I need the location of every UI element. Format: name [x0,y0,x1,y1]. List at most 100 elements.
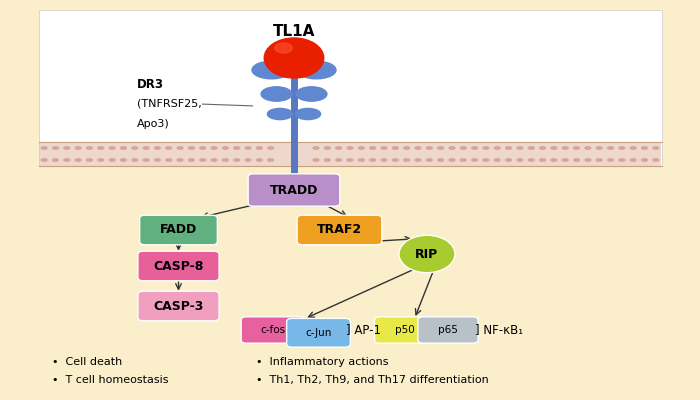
Ellipse shape [585,147,591,149]
Ellipse shape [449,147,455,149]
Ellipse shape [295,108,321,120]
Text: p65: p65 [438,325,458,335]
Ellipse shape [211,159,217,161]
FancyBboxPatch shape [374,317,435,343]
Ellipse shape [358,159,364,161]
Ellipse shape [438,147,444,149]
Ellipse shape [347,159,353,161]
Ellipse shape [347,147,353,149]
Text: TL1A: TL1A [273,24,315,40]
Ellipse shape [64,147,70,149]
Ellipse shape [297,61,336,79]
Ellipse shape [494,159,500,161]
Ellipse shape [132,159,138,161]
Ellipse shape [415,159,421,161]
Ellipse shape [461,159,466,161]
Ellipse shape [381,147,387,149]
FancyBboxPatch shape [138,251,219,281]
Ellipse shape [41,147,47,149]
Text: p50: p50 [395,325,414,335]
Ellipse shape [120,147,127,149]
Ellipse shape [630,159,636,161]
Ellipse shape [223,147,228,149]
Ellipse shape [87,147,92,149]
Ellipse shape [449,159,455,161]
Ellipse shape [381,159,387,161]
Ellipse shape [336,147,342,149]
Ellipse shape [268,147,274,149]
Text: FADD: FADD [160,224,197,236]
Ellipse shape [98,147,104,149]
Ellipse shape [267,108,293,120]
Ellipse shape [619,159,625,161]
Text: (TNFRSF25,: (TNFRSF25, [136,99,202,109]
Ellipse shape [296,87,327,101]
Ellipse shape [528,147,534,149]
Ellipse shape [313,159,319,161]
FancyBboxPatch shape [297,215,382,245]
Ellipse shape [98,159,104,161]
Ellipse shape [404,159,410,161]
Ellipse shape [245,159,251,161]
Ellipse shape [199,159,206,161]
Ellipse shape [505,147,512,149]
Ellipse shape [75,147,81,149]
Ellipse shape [494,147,500,149]
Text: c-Jun: c-Jun [305,328,332,338]
Text: CASP-3: CASP-3 [153,300,204,312]
Ellipse shape [223,159,228,161]
Ellipse shape [540,159,545,161]
Text: ] NF-κB₁: ] NF-κB₁ [475,324,523,336]
Text: •  Inflammatory actions: • Inflammatory actions [256,357,388,367]
Ellipse shape [177,159,183,161]
Ellipse shape [562,147,568,149]
Ellipse shape [551,159,556,161]
FancyBboxPatch shape [287,318,351,347]
Ellipse shape [596,147,602,149]
Ellipse shape [562,159,568,161]
Bar [38,142,661,166]
Ellipse shape [144,159,149,161]
Ellipse shape [52,159,58,161]
FancyBboxPatch shape [138,291,219,321]
Ellipse shape [528,159,534,161]
Text: c-fos: c-fos [260,325,286,335]
Ellipse shape [177,147,183,149]
Ellipse shape [234,147,239,149]
Ellipse shape [64,159,70,161]
Ellipse shape [393,159,398,161]
FancyBboxPatch shape [38,10,661,166]
Ellipse shape [155,159,160,161]
Ellipse shape [261,87,292,101]
Text: RIP: RIP [415,248,439,260]
Ellipse shape [608,147,613,149]
Ellipse shape [75,159,81,161]
Ellipse shape [415,147,421,149]
Ellipse shape [642,159,648,161]
Ellipse shape [573,147,580,149]
Ellipse shape [256,159,262,161]
Ellipse shape [268,159,274,161]
Ellipse shape [188,147,195,149]
Ellipse shape [199,147,206,149]
Text: CASP-8: CASP-8 [153,260,204,272]
Ellipse shape [517,147,523,149]
Ellipse shape [252,61,291,79]
Ellipse shape [551,147,556,149]
Ellipse shape [120,159,127,161]
Ellipse shape [573,159,580,161]
Ellipse shape [540,147,545,149]
Ellipse shape [483,159,489,161]
Text: •  Th1, Th2, Th9, and Th17 differentiation: • Th1, Th2, Th9, and Th17 differentiatio… [256,375,489,385]
FancyBboxPatch shape [418,317,478,343]
Ellipse shape [404,147,410,149]
FancyBboxPatch shape [140,215,217,245]
Ellipse shape [166,147,172,149]
Text: •  Cell death: • Cell death [52,357,122,367]
Text: TRAF2: TRAF2 [317,224,362,236]
Ellipse shape [370,147,376,149]
Ellipse shape [87,159,92,161]
Text: DR3: DR3 [136,78,164,90]
Ellipse shape [653,159,659,161]
Text: •  T cell homeostasis: • T cell homeostasis [52,375,169,385]
